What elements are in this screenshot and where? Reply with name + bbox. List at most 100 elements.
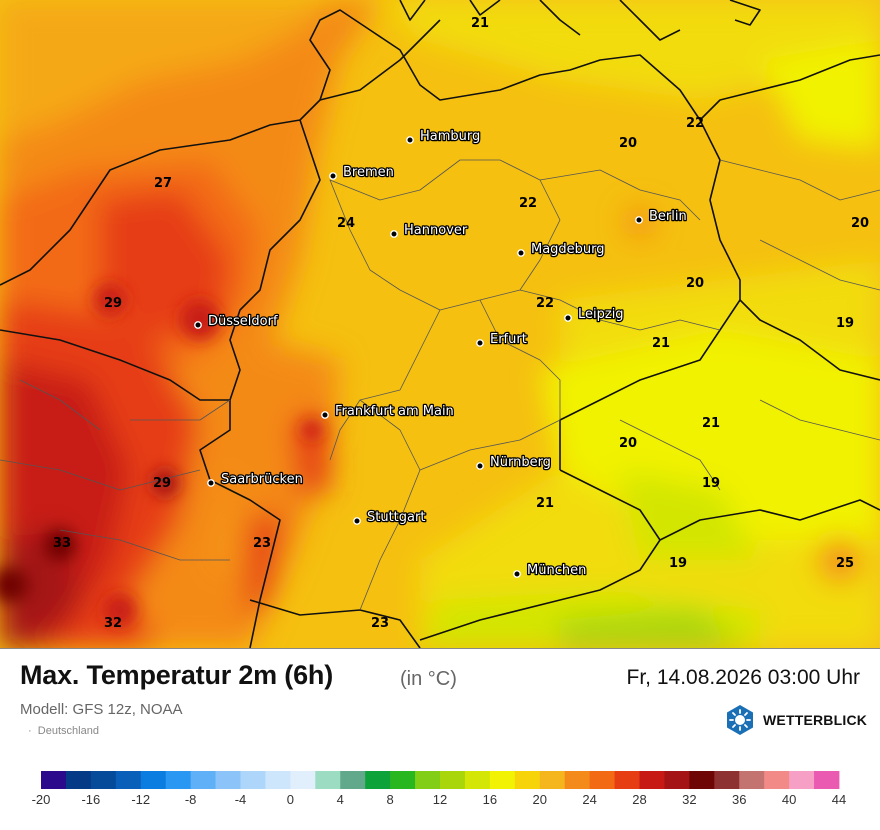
city-dot-muenchen: [513, 570, 521, 578]
legend-swatch: [140, 771, 167, 789]
legend-swatch: [714, 771, 740, 789]
temperature-labels: 21 22 20 27 24 22 20 20 29 22 19 21 20 2…: [53, 16, 869, 631]
temp-label: 20: [686, 276, 704, 291]
legend-swatch: [589, 771, 615, 789]
temp-label: 22: [536, 296, 554, 311]
legend-tick-label: -12: [131, 792, 150, 807]
legend-tick-label: 16: [483, 792, 497, 807]
city-label-saarbruecken: Saarbrücken: [221, 472, 303, 487]
city-label-stuttgart: Stuttgart: [367, 510, 425, 525]
brand-name: WETTERBLICK: [763, 712, 868, 728]
legend-swatch: [315, 771, 341, 789]
forecast-datetime: Fr, 14.08.2026 03:00 Uhr: [626, 666, 861, 689]
temp-label: 20: [619, 436, 637, 451]
legend-tick-label: 28: [632, 792, 646, 807]
legend-tick-label: 20: [533, 792, 547, 807]
city-label-frankfurt: Frankfurt am Main: [335, 404, 454, 419]
temp-label: 19: [702, 476, 720, 491]
legend-tick-label: 24: [582, 792, 596, 807]
legend-tick-label: 8: [387, 792, 394, 807]
state-borders: [0, 159, 880, 611]
temp-label: 29: [104, 296, 122, 311]
city-markers: Hamburg Bremen Hannover Berlin Magdeburg…: [194, 128, 688, 579]
legend-swatch: [789, 771, 815, 789]
legend-swatch: [265, 771, 291, 789]
color-legend: -20 -16 -12 -8 -4 0 4 8 12 16 20 24 28 32 36 40 44: [32, 771, 847, 807]
temp-label: 19: [669, 556, 687, 571]
chart-title: Max. Temperatur 2m (6h): [20, 660, 333, 690]
city-label-duesseldorf: Düsseldorf: [208, 314, 278, 329]
city-label-leipzig: Leipzig: [578, 307, 624, 322]
temperature-map: 21 22 20 27 24 22 20 20 29 22 19 21 20 2…: [0, 0, 880, 649]
city-dot-leipzig: [564, 314, 572, 322]
city-dot-berlin: [635, 216, 643, 224]
legend-swatch: [390, 771, 416, 789]
legend-swatches: [41, 771, 840, 789]
city-label-bremen: Bremen: [343, 165, 394, 180]
sun-hexagon-icon: [727, 705, 753, 735]
legend-swatch: [65, 771, 92, 789]
temp-label: 21: [652, 336, 670, 351]
region-label: · Deutschland: [28, 725, 99, 737]
legend-tick-label: 0: [287, 792, 294, 807]
legend-tick-label: -20: [32, 792, 51, 807]
legend-swatch: [639, 771, 665, 789]
region-bullet: ·: [28, 725, 32, 737]
city-label-berlin: Berlin: [649, 209, 687, 224]
temp-label: 25: [836, 556, 854, 571]
legend-swatch: [440, 771, 466, 789]
temp-label: 22: [519, 196, 537, 211]
legend-swatch: [90, 771, 117, 789]
temp-label: 23: [253, 536, 271, 551]
legend-tick-label: 40: [782, 792, 796, 807]
city-label-muenchen: München: [527, 563, 586, 578]
temp-label: 19: [836, 316, 854, 331]
city-dot-nuernberg: [476, 462, 484, 470]
city-label-erfurt: Erfurt: [490, 332, 527, 347]
legend-tick-label: -4: [235, 792, 247, 807]
legend-swatch: [739, 771, 765, 789]
legend-swatch: [689, 771, 715, 789]
city-dot-bremen: [329, 172, 337, 180]
temp-label: 33: [53, 536, 71, 551]
city-label-nuernberg: Nürnberg: [490, 455, 551, 470]
legend-swatch: [415, 771, 441, 789]
city-label-hamburg: Hamburg: [420, 129, 480, 144]
legend-swatch: [240, 771, 266, 789]
city-dot-magdeburg: [517, 249, 525, 257]
legend-swatch: [115, 771, 142, 789]
temp-label: 21: [702, 416, 720, 431]
legend-tick-label: 4: [337, 792, 344, 807]
city-label-magdeburg: Magdeburg: [531, 242, 605, 257]
temperature-map-svg: 21 22 20 27 24 22 20 20 29 22 19 21 20 2…: [0, 0, 880, 648]
legend-ticks: -20 -16 -12 -8 -4 0 4 8 12 16 20 24 28 32 36 40 44: [32, 792, 847, 807]
temp-label: 20: [851, 216, 869, 231]
city-dot-saarbruecken: [207, 479, 215, 487]
temp-label: 29: [153, 476, 171, 491]
legend-swatch: [290, 771, 316, 789]
legend-swatch: [564, 771, 591, 789]
city-dot-erfurt: [476, 339, 484, 347]
temp-label: 23: [371, 616, 389, 631]
unit-label: (in °C): [400, 668, 457, 690]
temp-label: 32: [104, 616, 122, 631]
legend-tick-label: 44: [832, 792, 846, 807]
legend-tick-label: 32: [682, 792, 696, 807]
legend-swatch: [664, 771, 690, 789]
temp-label: 24: [337, 216, 355, 231]
legend-tick-label: 36: [732, 792, 746, 807]
legend-tick-label: -8: [185, 792, 197, 807]
temp-label: 21: [471, 16, 489, 31]
brand-logo: WETTERBLICK: [724, 704, 868, 736]
model-info: Modell: GFS 12z, NOAA: [20, 701, 183, 718]
temp-label: 20: [619, 136, 637, 151]
legend-swatch: [464, 771, 491, 789]
temp-label: 21: [536, 496, 554, 511]
legend-swatch: [165, 771, 192, 789]
legend-swatch: [215, 771, 241, 789]
legend-swatch: [489, 771, 516, 789]
city-dot-hannover: [390, 230, 398, 238]
legend-swatch: [614, 771, 640, 789]
legend-tick-label: 12: [433, 792, 447, 807]
legend-swatch: [814, 771, 840, 789]
